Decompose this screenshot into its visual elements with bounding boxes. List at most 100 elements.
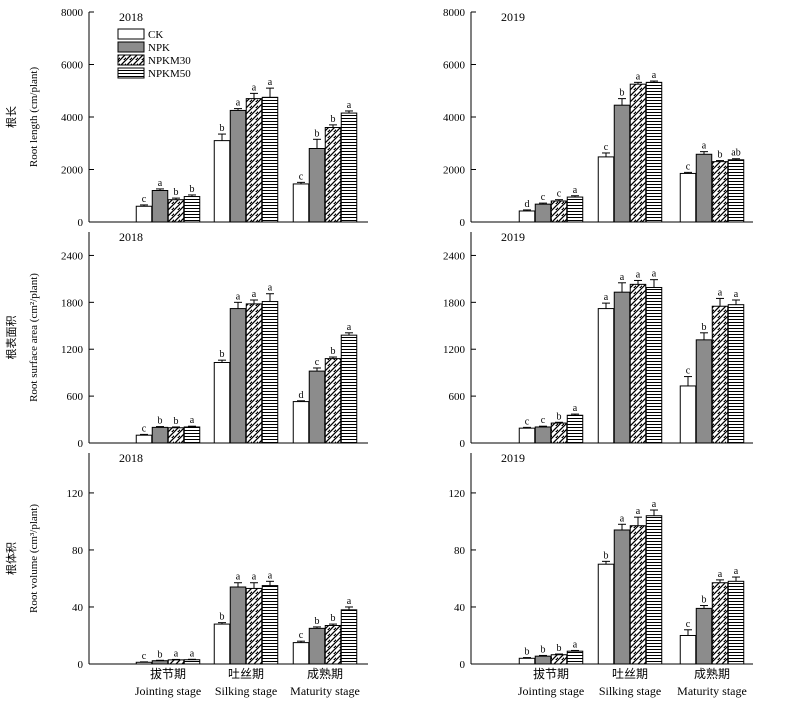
significance-label: a bbox=[620, 272, 625, 283]
y-tick-label: 2400 bbox=[443, 250, 466, 262]
y-tick-label: 1200 bbox=[61, 344, 84, 356]
significance-label: b bbox=[220, 123, 225, 134]
significance-label: b bbox=[702, 322, 707, 333]
bar-npk bbox=[151, 660, 169, 665]
bar-npkm30 bbox=[167, 427, 185, 444]
panel-year-label: 2019 bbox=[501, 451, 525, 465]
y-tick-label: 600 bbox=[449, 391, 466, 403]
significance-label: a bbox=[190, 415, 195, 426]
significance-label: b bbox=[190, 184, 195, 195]
category-label-en: Silking stage bbox=[599, 684, 661, 698]
bar-npkm50 bbox=[566, 650, 584, 665]
bar-npkm50 bbox=[261, 301, 279, 444]
significance-label: a bbox=[734, 566, 739, 577]
category-label-zh: 吐丝期 bbox=[228, 667, 264, 681]
significance-label: b bbox=[331, 346, 336, 357]
bar-ck bbox=[213, 140, 231, 223]
y-axis-label-zh: 根体积 bbox=[4, 542, 18, 575]
y-tick-label: 120 bbox=[449, 488, 466, 500]
y-tick-label: 2400 bbox=[61, 250, 84, 262]
bar-npkm50 bbox=[340, 609, 358, 665]
bar-npk bbox=[229, 109, 247, 223]
y-tick-label: 1800 bbox=[61, 297, 84, 309]
bar-npkm30 bbox=[245, 303, 263, 444]
bar-ck bbox=[292, 401, 310, 444]
significance-label: b bbox=[702, 595, 707, 606]
legend-swatch bbox=[117, 54, 145, 66]
category-label-zh: 成熟期 bbox=[694, 666, 730, 681]
significance-label: a bbox=[620, 513, 625, 524]
bar-npk bbox=[534, 426, 552, 444]
significance-label: a bbox=[236, 291, 241, 302]
chart-panel: 0 2000 4000 6000 8000 2018 根长 Root length (cm/p… bbox=[4, 7, 368, 229]
bar-npkm30 bbox=[550, 654, 568, 665]
significance-label: a bbox=[190, 648, 195, 659]
bar-npk bbox=[534, 655, 552, 665]
bar-npkm30 bbox=[167, 659, 185, 665]
significance-label: b bbox=[315, 128, 320, 139]
significance-label: a bbox=[702, 141, 707, 152]
significance-label: b bbox=[718, 150, 723, 161]
significance-label: a bbox=[252, 572, 257, 583]
y-tick-label: 120 bbox=[67, 488, 84, 500]
significance-label: b bbox=[220, 612, 225, 623]
legend-item: NPKM50 bbox=[117, 67, 191, 80]
y-tick-label: 2000 bbox=[61, 165, 84, 177]
bar-npkm30 bbox=[324, 127, 342, 223]
significance-label: a bbox=[636, 71, 641, 82]
y-tick-label: 4000 bbox=[443, 112, 466, 124]
y-tick-label: 0 bbox=[460, 438, 466, 450]
category-label-en: Jointing stage bbox=[518, 684, 584, 698]
y-tick-label: 4000 bbox=[61, 112, 84, 124]
significance-label: a bbox=[268, 570, 273, 581]
significance-label: a bbox=[718, 287, 723, 298]
bar-npkm50 bbox=[727, 304, 745, 444]
panel-year-label: 2019 bbox=[501, 10, 525, 24]
legend-swatch bbox=[117, 28, 145, 40]
category-label-en: Jointing stage bbox=[135, 684, 201, 698]
significance-label: c bbox=[686, 366, 691, 377]
y-tick-label: 40 bbox=[454, 602, 466, 614]
bar-ck bbox=[292, 183, 310, 223]
bar-ck bbox=[213, 362, 231, 444]
y-tick-label: 600 bbox=[67, 391, 84, 403]
significance-label: a bbox=[573, 185, 578, 196]
bar-ck bbox=[679, 172, 697, 223]
significance-label: a bbox=[573, 403, 578, 414]
y-axis-label-en: Root volume (cm³/plant) bbox=[28, 504, 40, 613]
significance-label: a bbox=[158, 178, 163, 189]
panel-year-label: 2018 bbox=[119, 451, 143, 465]
y-tick-label: 0 bbox=[78, 659, 84, 671]
bar-npk bbox=[695, 339, 713, 444]
bar-npkm30 bbox=[324, 358, 342, 444]
legend-label: CK bbox=[148, 29, 163, 41]
significance-label: a bbox=[652, 70, 657, 81]
bar-npkm30 bbox=[245, 587, 263, 665]
chart-panel: 0 600 1200 1800 2400 2018 根表面积 Root surface are… bbox=[4, 230, 368, 450]
bar-npkm50 bbox=[183, 659, 201, 665]
bar-npkm30 bbox=[629, 525, 647, 665]
significance-label: a bbox=[718, 569, 723, 580]
bar-npk bbox=[229, 586, 247, 665]
significance-label: a bbox=[652, 269, 657, 280]
significance-label: c bbox=[541, 415, 546, 426]
bar-npkm30 bbox=[711, 161, 729, 223]
significance-label: a bbox=[347, 596, 352, 607]
bar-npk bbox=[151, 426, 169, 444]
bar-npk bbox=[308, 370, 326, 444]
y-tick-label: 0 bbox=[78, 217, 84, 229]
bar-npk bbox=[151, 190, 169, 223]
legend-label: NPKM50 bbox=[148, 68, 191, 80]
category-label-zh: 吐丝期 bbox=[612, 667, 648, 681]
bar-ck bbox=[213, 623, 231, 665]
significance-label: b bbox=[620, 88, 625, 99]
bar-npkm30 bbox=[550, 422, 568, 444]
bar-npkm50 bbox=[645, 81, 663, 223]
significance-label: b bbox=[315, 616, 320, 627]
bar-ck bbox=[679, 385, 697, 444]
significance-label: a bbox=[652, 499, 657, 510]
